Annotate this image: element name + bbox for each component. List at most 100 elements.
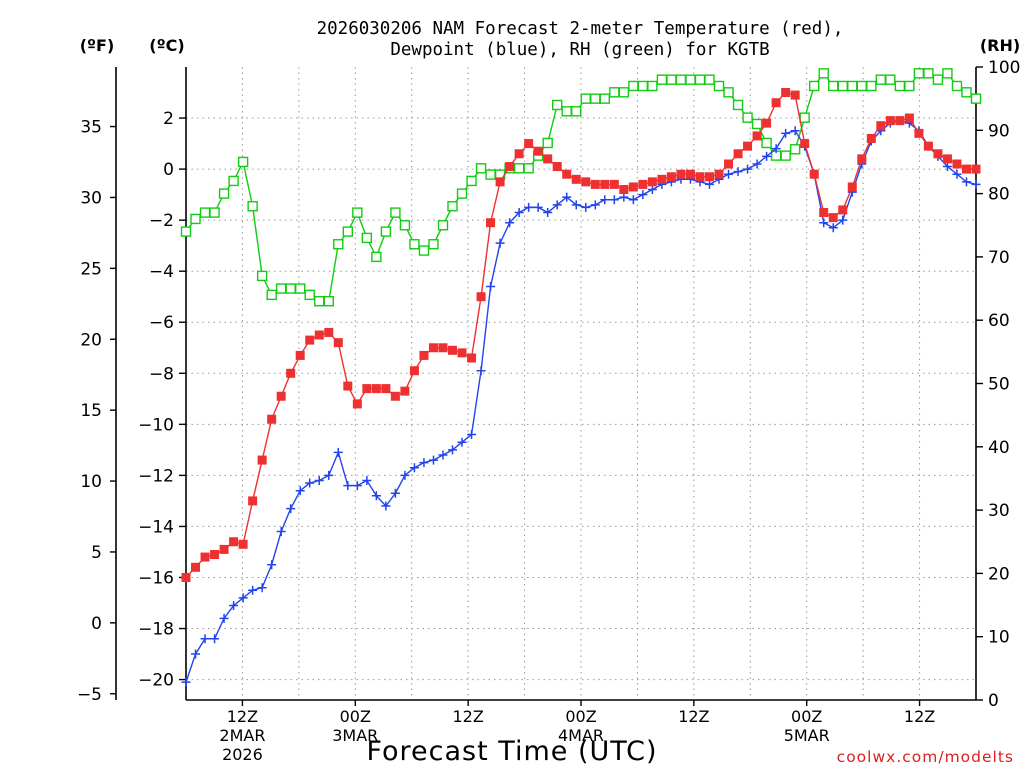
rh-point: [304, 289, 315, 301]
rh-point: [295, 283, 306, 294]
x-tick-label: 00Z: [791, 707, 822, 726]
temperature-point: [885, 116, 895, 126]
rh-point: [447, 201, 458, 212]
dewpoint-point: [362, 475, 372, 485]
dewpoint-point: [428, 455, 438, 465]
temperature-point: [819, 207, 829, 217]
temperature-point: [371, 384, 381, 394]
dewpoint-point: [781, 128, 791, 138]
temperature-point: [486, 218, 496, 228]
rh-tick-label: 60: [988, 311, 1010, 331]
dewpoint-point: [467, 430, 477, 440]
dewpoint-point: [314, 475, 324, 485]
rh-point: [856, 80, 867, 92]
rh-point: [818, 68, 829, 79]
rh-point: [723, 87, 734, 98]
temperature-point: [267, 414, 277, 424]
rh-point: [523, 163, 534, 174]
celsius-tick-label: −4: [149, 262, 174, 282]
rh-point: [399, 220, 411, 231]
dewpoint-point: [352, 481, 362, 491]
rh-point: [237, 156, 249, 168]
rh-point: [275, 283, 287, 294]
rh-point: [628, 80, 639, 92]
temperature-point: [571, 174, 581, 184]
temperature-point: [257, 455, 267, 465]
rh-point: [799, 112, 810, 123]
dewpoint-point: [971, 179, 981, 189]
temperature-point: [210, 550, 220, 560]
temperature-point: [781, 88, 791, 98]
rh-point: [466, 175, 477, 187]
fahrenheit-tick-label: 35: [80, 118, 102, 138]
x-tick-label: 00Z: [340, 707, 371, 726]
temperature-point: [771, 98, 781, 108]
dewpoint-point: [514, 207, 524, 217]
celsius-tick-label: −8: [149, 364, 174, 384]
dewpoint-point: [495, 238, 505, 248]
unit-fahrenheit-label: (ºF): [80, 36, 115, 55]
dewpoint-point: [333, 447, 343, 457]
temperature-point: [533, 146, 543, 156]
dewpoint-point: [600, 195, 610, 205]
x-tick-label: 12Z: [678, 707, 709, 726]
rh-point: [409, 239, 420, 250]
x-tick-label: 12Z: [904, 707, 935, 726]
rh-point: [190, 213, 201, 225]
dewpoint-point: [562, 192, 572, 202]
rh-point: [656, 74, 668, 85]
rh-point: [932, 74, 944, 85]
rh-point: [837, 80, 848, 92]
rh-point: [666, 74, 677, 85]
temperature-point: [952, 159, 962, 169]
rh-point: [599, 93, 610, 104]
dewpoint-point: [543, 207, 553, 217]
x-tick-label: 12Z: [452, 707, 483, 726]
rh-point: [418, 245, 430, 256]
temperature-point: [476, 292, 486, 302]
temperature-point: [923, 141, 933, 151]
rh-point: [970, 93, 982, 104]
rh-point: [333, 239, 344, 250]
rh-point: [866, 80, 877, 92]
temperature-point: [248, 496, 258, 506]
x-tick-date-label: 4MAR: [558, 726, 604, 745]
dewpoint-point: [448, 445, 458, 455]
x-tick-date-label: 5MAR: [784, 726, 830, 745]
temperature-point: [704, 172, 714, 182]
rh-tick-label: 20: [988, 564, 1010, 584]
temperature-point: [743, 141, 753, 151]
temperature-point: [191, 562, 201, 572]
rh-point: [475, 163, 487, 174]
dewpoint-point: [647, 185, 657, 195]
temperature-point: [895, 116, 905, 126]
dewpoint-point: [609, 195, 619, 205]
temperature-point: [305, 335, 315, 345]
temperature-point: [866, 133, 876, 143]
temperature-point: [543, 154, 553, 164]
rh-point: [256, 270, 268, 282]
temperature-point: [847, 182, 857, 192]
rh-tick-label: 50: [988, 375, 1010, 395]
temperature-point: [333, 338, 343, 348]
rh-point: [828, 80, 839, 92]
rh-point: [951, 80, 963, 92]
temperature-point: [790, 90, 800, 100]
dewpoint-point: [305, 478, 315, 488]
dewpoint-point: [238, 593, 248, 603]
rh-point: [875, 74, 887, 85]
rh-point: [913, 68, 925, 79]
temperature-point: [524, 139, 534, 149]
dewpoint-point: [248, 585, 258, 595]
temperature-point: [324, 327, 334, 337]
temperature-point: [933, 149, 943, 159]
rh-point: [894, 80, 906, 92]
temperature-point: [942, 154, 952, 164]
rh-point: [266, 289, 277, 301]
x-tick-year-label: 2026: [222, 745, 263, 764]
rh-point: [847, 80, 858, 92]
temperature-point: [409, 366, 419, 376]
dewpoint-point: [790, 126, 800, 136]
credit-text: coolwx.com/modelts: [837, 748, 1014, 766]
dewpoint-point: [942, 162, 952, 172]
